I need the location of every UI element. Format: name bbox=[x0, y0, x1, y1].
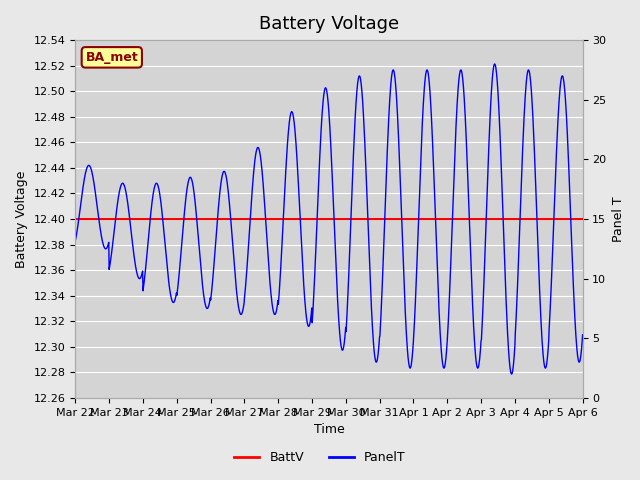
Title: Battery Voltage: Battery Voltage bbox=[259, 15, 399, 33]
X-axis label: Time: Time bbox=[314, 423, 344, 436]
Y-axis label: Battery Voltage: Battery Voltage bbox=[15, 170, 28, 268]
Y-axis label: Panel T: Panel T bbox=[612, 196, 625, 242]
Legend: BattV, PanelT: BattV, PanelT bbox=[229, 446, 411, 469]
Text: BA_met: BA_met bbox=[85, 51, 138, 64]
